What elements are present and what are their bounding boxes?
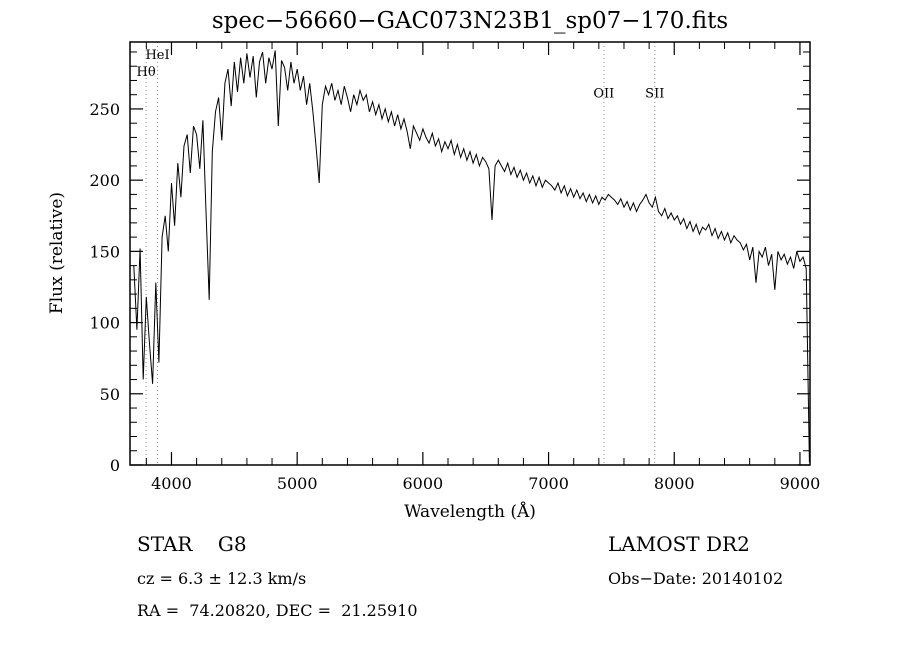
ra-dec-value: RA = 74.20820, DEC = 21.25910 [137, 601, 418, 620]
survey-label: LAMOST DR2 [608, 532, 750, 556]
y-tick-label: 0 [110, 456, 120, 475]
x-axis-label: Wavelength (Å) [404, 501, 536, 522]
spectral-line-label: HeI [145, 48, 169, 63]
obs-date: Obs−Date: 20140102 [608, 569, 784, 588]
x-tick-label: 5000 [277, 474, 318, 493]
plot-frame [129, 41, 811, 466]
y-axis-label: Flux (relative) [47, 192, 67, 314]
x-tick-label: 6000 [403, 474, 444, 493]
x-tick-label: 9000 [780, 474, 821, 493]
x-tick-label: 4000 [151, 474, 192, 493]
x-tick-label: 7000 [528, 474, 569, 493]
y-tick-label: 100 [89, 314, 120, 333]
object-class-label: STAR G8 [137, 532, 247, 556]
x-tick-label: 8000 [654, 474, 695, 493]
y-tick-label: 50 [100, 385, 120, 404]
spectral-line-label: Hθ [137, 65, 156, 80]
plot-title: spec−56660−GAC073N23B1_sp07−170.fits [212, 8, 728, 34]
y-tick-label: 150 [89, 242, 120, 261]
y-tick-label: 200 [89, 171, 120, 190]
spectrum-line [133, 50, 810, 463]
spectrum-plot: HeI Hθ OII SII 4000 5000 6000 7000 8000 9000 0 50 10… [47, 8, 821, 522]
spectral-line-label: OII [593, 87, 614, 102]
cz-value: cz = 6.3 ± 12.3 km/s [137, 569, 307, 588]
spectral-line-label: SII [645, 87, 664, 102]
plot-generated-layer: HeI Hθ OII SII 4000 5000 6000 7000 8000 9000 0 50 10… [89, 41, 821, 493]
y-tick-label: 250 [89, 100, 120, 119]
